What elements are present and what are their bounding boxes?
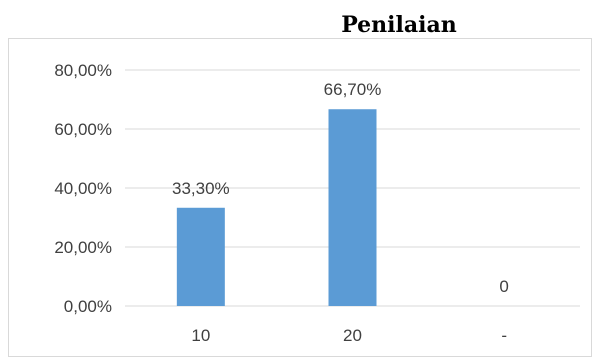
bar: [328, 109, 377, 306]
y-tick-label: 20,00%: [54, 238, 112, 257]
chart-frame: [8, 38, 592, 357]
bar: [176, 207, 225, 306]
x-category-label: 10: [191, 326, 210, 345]
y-tick-label: 40,00%: [54, 179, 112, 198]
y-tick-label: 0,00%: [64, 297, 112, 316]
y-tick-label: 80,00%: [54, 61, 112, 80]
x-category-label: -: [501, 326, 507, 345]
data-label: 33,30%: [172, 179, 230, 198]
x-category-label: 20: [343, 326, 362, 345]
data-label: 66,70%: [324, 80, 382, 99]
data-label: 0: [499, 277, 508, 296]
chart-title: Penilaian: [341, 12, 457, 38]
y-tick-label: 60,00%: [54, 120, 112, 139]
